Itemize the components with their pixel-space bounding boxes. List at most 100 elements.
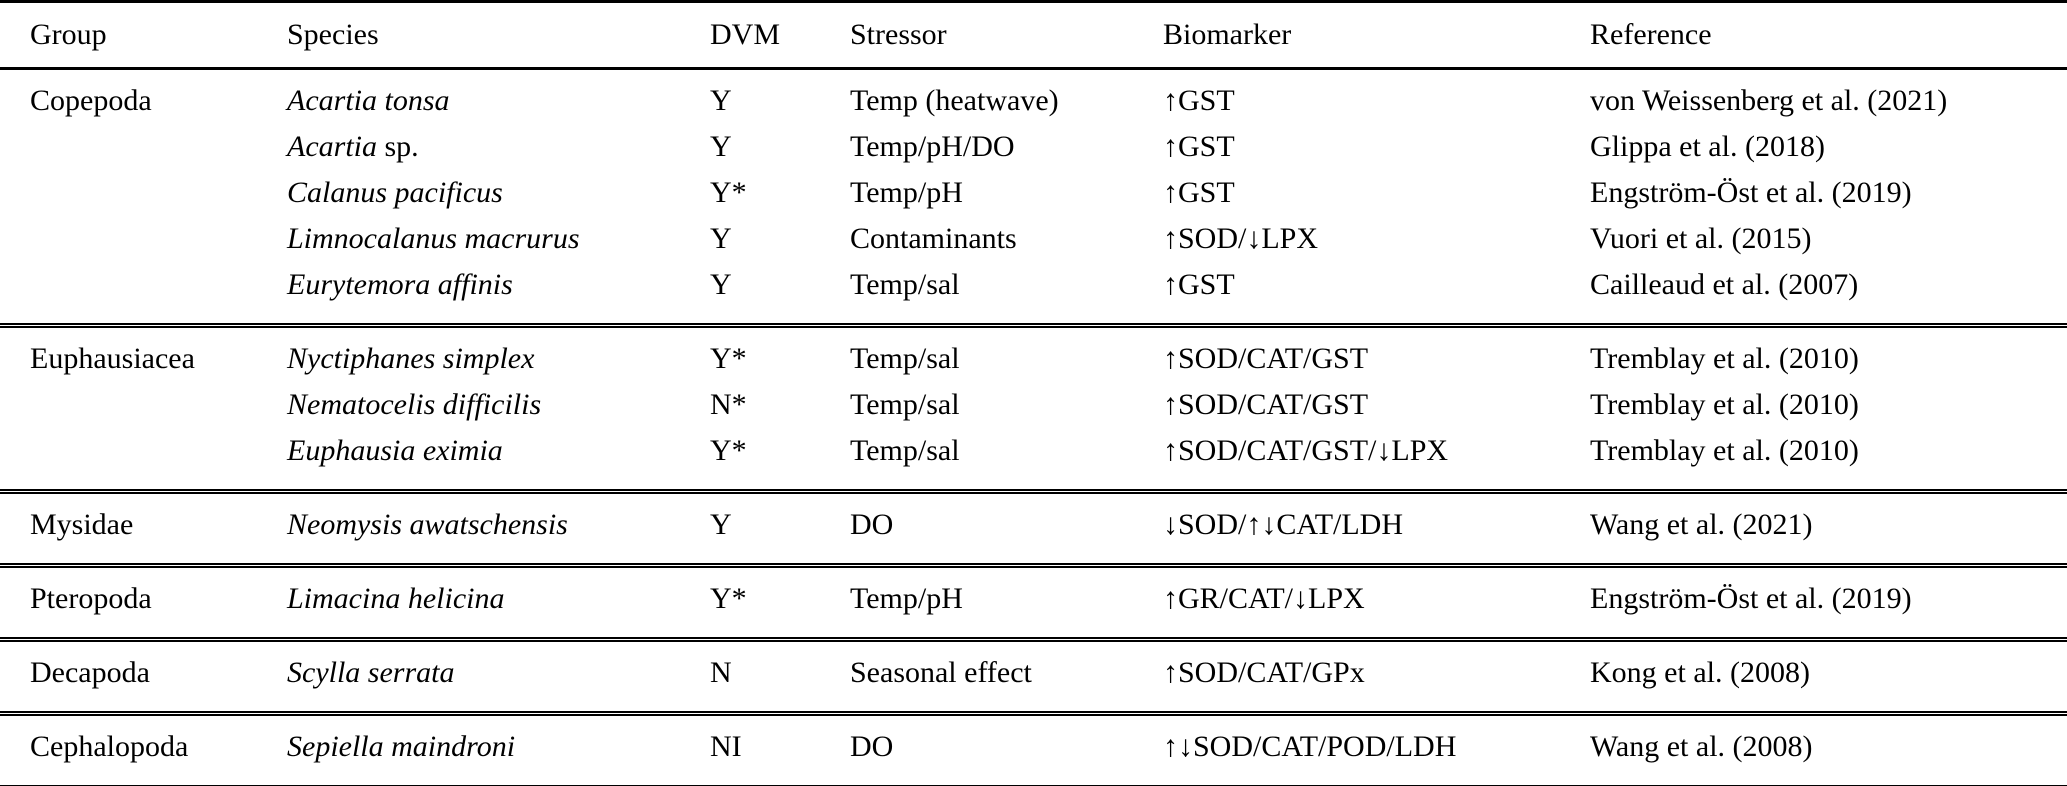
dvm-cell: Y [710,84,732,117]
reference-cell: Engström-Öst et al. (2019) [1590,176,1912,209]
species-cell: Scylla serrata [287,650,710,696]
group-cell: Decapoda [30,656,150,689]
biomarker-cell: ↑GST [1163,130,1235,163]
group-cell: Mysidae [30,508,134,541]
species-cell: Euphausia eximia [287,428,710,474]
species-cell: Eurytemora affinis [287,262,710,308]
species-cell: Calanus pacificus [287,170,710,216]
species-name: Neomysis awatschensis [287,508,568,541]
biomarker-cell: ↑SOD/↓LPX [1163,222,1319,255]
column-header-species: Species [287,18,379,51]
biomarker-cell: ↑↓SOD/CAT/POD/LDH [1163,730,1457,763]
table-section-euphausiacea: Euphausiacea Nyctiphanes simplex Y* Temp… [0,323,2067,489]
table-row: Nematocelis difficilis N* Temp/sal ↑SOD/… [30,382,2067,428]
group-cell: Euphausiacea [30,342,195,375]
table-row: Mysidae Neomysis awatschensis Y DO ↓SOD/… [30,502,2067,548]
dvm-cell: Y [710,222,732,255]
table-row: Acartia sp. Y Temp/pH/DO ↑GST Glippa et … [30,124,2067,170]
dvm-cell: NI [710,730,742,763]
species-cell: Limnocalanus macrurus [287,216,710,262]
biomarker-cell: ↑GST [1163,84,1235,117]
reference-cell: Wang et al. (2008) [1590,730,1813,763]
column-header-dvm: DVM [710,18,781,51]
species-cell: Nematocelis difficilis [287,382,710,428]
group-cell-empty [30,382,287,428]
table-section-pteropoda: Pteropoda Limacina helicina Y* Temp/pH ↑… [0,563,2067,637]
biomarker-cell: ↑SOD/CAT/GST [1163,388,1369,421]
table-row: Cephalopoda Sepiella maindroni NI DO ↑↓S… [30,724,2067,770]
species-cell: Neomysis awatschensis [287,502,710,548]
dvm-cell: Y* [710,342,747,375]
species-name: Calanus pacificus [287,176,503,209]
dvm-cell: Y [710,508,732,541]
table-row: Euphausia eximia Y* Temp/sal ↑SOD/CAT/GS… [30,428,2067,474]
reference-cell: Vuori et al. (2015) [1590,222,1812,255]
species-suffix: sp. [377,130,419,163]
dvm-cell: N* [710,388,747,421]
stressor-cell: DO [850,730,894,763]
biomarker-cell: ↑GR/CAT/↓LPX [1163,582,1365,615]
reference-cell: Tremblay et al. (2010) [1590,434,1859,467]
dvm-cell: Y* [710,434,747,467]
species-name: Sepiella maindroni [287,730,516,763]
column-header-group: Group [30,18,107,51]
reference-cell: von Weissenberg et al. (2021) [1590,84,1948,117]
group-cell-empty [30,170,287,216]
table-section-copepoda: Copepoda Acartia tonsa Y Temp (heatwave)… [0,70,2067,323]
group-cell-empty [30,262,287,308]
species-name: Limnocalanus macrurus [287,222,580,255]
species-name: Euphausia eximia [287,434,503,467]
column-header-stressor: Stressor [850,18,947,51]
table-section-decapoda: Decapoda Scylla serrata N Seasonal effec… [0,637,2067,711]
species-name: Nematocelis difficilis [287,388,542,421]
table-row: Copepoda Acartia tonsa Y Temp (heatwave)… [30,78,2067,124]
reference-cell: Glippa et al. (2018) [1590,130,1825,163]
group-cell-empty [30,124,287,170]
biomarker-cell: ↑SOD/CAT/GST [1163,342,1369,375]
reference-cell: Tremblay et al. (2010) [1590,342,1859,375]
stressor-cell: Temp/sal [850,388,960,421]
biomarker-cell: ↑SOD/CAT/GPx [1163,656,1365,689]
reference-cell: Wang et al. (2021) [1590,508,1813,541]
reference-cell: Tremblay et al. (2010) [1590,388,1859,421]
group-cell-empty [30,216,287,262]
stressor-cell: Temp/pH [850,176,963,209]
table-header: Group Species DVM Stressor Biomarker Ref… [0,0,2067,70]
group-cell-empty [30,428,287,474]
table-row: Euphausiacea Nyctiphanes simplex Y* Temp… [30,336,2067,382]
species-name: Nyctiphanes simplex [287,342,535,375]
table-row: Limnocalanus macrurus Y Contaminants ↑SO… [30,216,2067,262]
biomarker-cell: ↓SOD/↑↓CAT/LDH [1163,508,1404,541]
stressor-cell: DO [850,508,894,541]
species-name: Acartia tonsa [287,84,450,117]
stressor-cell: Temp/sal [850,268,960,301]
group-cell: Cephalopoda [30,730,189,763]
species-name: Scylla serrata [287,656,455,689]
species-cell: Acartia sp. [287,124,710,170]
dvm-cell: N [710,656,732,689]
stressor-cell: Temp/pH [850,582,963,615]
group-cell: Copepoda [30,84,152,117]
dvm-cell: Y* [710,582,747,615]
table-section-cephalopoda: Cephalopoda Sepiella maindroni NI DO ↑↓S… [0,711,2067,786]
species-name: Acartia [287,130,377,163]
stressor-cell: Temp/pH/DO [850,130,1015,163]
stressor-cell: Seasonal effect [850,656,1032,689]
stressor-cell: Contaminants [850,222,1017,255]
stressor-cell: Temp/sal [850,342,960,375]
dvm-cell: Y [710,268,732,301]
biomarker-cell: ↑SOD/CAT/GST/↓LPX [1163,434,1449,467]
table-row: Eurytemora affinis Y Temp/sal ↑GST Caill… [30,262,2067,308]
reference-cell: Engström-Öst et al. (2019) [1590,582,1912,615]
table-row: Calanus pacificus Y* Temp/pH ↑GST Engstr… [30,170,2067,216]
dvm-cell: Y* [710,176,747,209]
species-name: Eurytemora affinis [287,268,513,301]
stressor-cell: Temp/sal [850,434,960,467]
dvm-cell: Y [710,130,732,163]
reference-cell: Kong et al. (2008) [1590,656,1810,689]
column-header-biomarker: Biomarker [1163,18,1292,51]
reference-cell: Cailleaud et al. (2007) [1590,268,1859,301]
species-cell: Limacina helicina [287,576,710,622]
stressor-cell: Temp (heatwave) [850,84,1059,117]
